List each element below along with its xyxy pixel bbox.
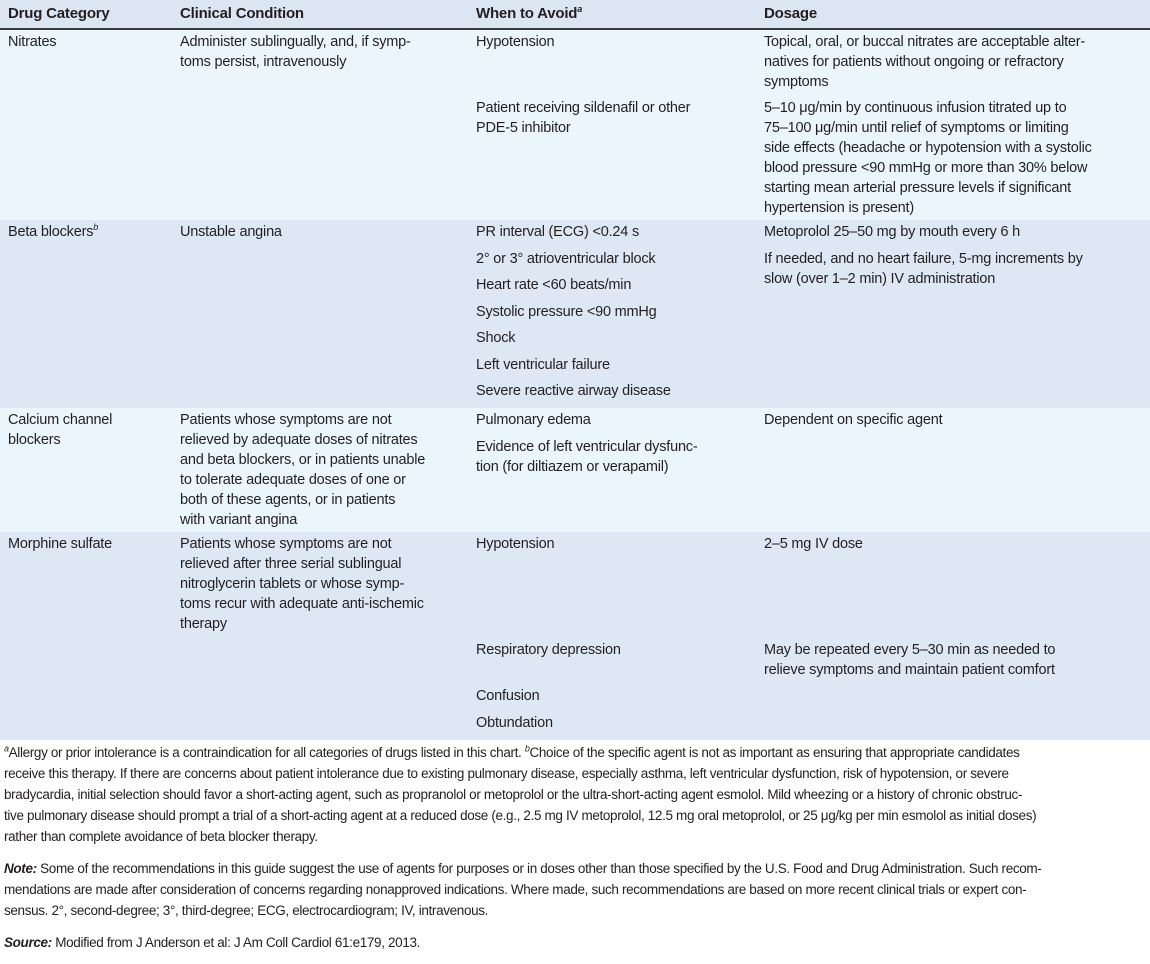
footnote-source: Source: Modified from J Anderson et al: … <box>4 935 421 950</box>
avoid-item: Obtundation <box>476 715 553 731</box>
avoid-item: Shock <box>476 330 516 346</box>
header-dosage: Dosage <box>764 5 817 22</box>
dosage-item: 5–10 μg/min by continuous infusion titra… <box>764 100 1092 216</box>
avoid-item: Severe reactive airway disease <box>476 383 671 399</box>
avoid-item: Confusion <box>476 688 540 704</box>
drug-category: Morphine sulfate <box>8 536 112 552</box>
avoid-item: Patient receiving sildenafil or other PD… <box>476 100 691 136</box>
table-row: Beta blockersb Unstable angina PR interv… <box>0 220 1150 408</box>
clinical-condition: Patients whose symptoms are not relieved… <box>180 412 426 528</box>
dosage-item: Topical, oral, or buccal nitrates are ac… <box>764 34 1086 90</box>
clinical-condition: Administer sublingually, and, if symp- t… <box>180 34 411 70</box>
dosage-item: If needed, and no heart failure, 5-mg in… <box>764 250 1083 287</box>
avoid-item: Hypotension <box>476 34 555 50</box>
avoid-item: 2° or 3° atrioventricular block <box>476 250 656 267</box>
table-header: Drug Category Clinical Condition When to… <box>0 0 1150 30</box>
dosage-item: May be repeated every 5–30 min as needed… <box>764 642 1056 678</box>
clinical-condition: Unstable angina <box>180 224 282 240</box>
avoid-item: Systolic pressure <90 mmHg <box>476 303 657 320</box>
footnote-note: Note: Some of the recommendations in thi… <box>4 861 1042 918</box>
header-drug-category: Drug Category <box>8 5 110 22</box>
avoid-item: Left ventricular failure <box>476 356 610 373</box>
avoid-item: Evidence of left ventricular dysfunc- ti… <box>476 439 698 475</box>
header-clinical-condition: Clinical Condition <box>180 5 304 22</box>
avoid-item: Hypotension <box>476 536 555 552</box>
drug-category: Nitrates <box>8 34 57 50</box>
avoid-item: Respiratory depression <box>476 642 621 658</box>
drug-table: Drug Category Clinical Condition When to… <box>0 0 1150 740</box>
table-row: Morphine sulfate Patients whose symptoms… <box>0 532 1150 740</box>
table-row: Nitrates Administer sublingually, and, i… <box>0 30 1150 220</box>
footnotes: aAllergy or prior intolerance is a contr… <box>4 742 1148 964</box>
drug-category: Beta blockersb <box>8 222 99 240</box>
header-when-to-avoid: When to Avoida <box>476 4 583 23</box>
avoid-item: Heart rate <60 beats/min <box>476 277 632 293</box>
dosage-item: Metoprolol 25–50 mg by mouth every 6 h <box>764 224 1020 240</box>
footnote-ab: aAllergy or prior intolerance is a contr… <box>4 743 1037 844</box>
drug-category: Calcium channel blockers <box>8 412 113 448</box>
table-row: Calcium channel blockers Patients whose … <box>0 408 1150 532</box>
dosage-item: Dependent on specific agent <box>764 412 943 428</box>
avoid-item: PR interval (ECG) <0.24 s <box>476 224 640 240</box>
dosage-item: 2–5 mg IV dose <box>764 536 863 552</box>
avoid-item: Pulmonary edema <box>476 412 591 428</box>
clinical-condition: Patients whose symptoms are not relieved… <box>180 536 424 632</box>
